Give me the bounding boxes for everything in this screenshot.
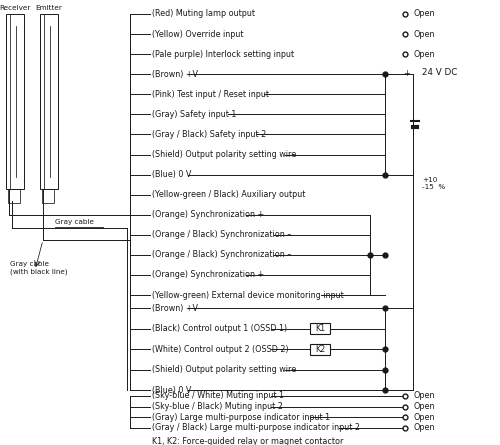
Bar: [310, 323, 330, 334]
Text: (White) Control output 2 (OSSD 2): (White) Control output 2 (OSSD 2): [152, 344, 288, 353]
Text: (Shield) Output polarity setting wire: (Shield) Output polarity setting wire: [152, 150, 296, 159]
Text: K1, K2: Force-guided relay or magnet contactor: K1, K2: Force-guided relay or magnet con…: [152, 437, 344, 445]
Text: (Sky-blue / Black) Muting input 2: (Sky-blue / Black) Muting input 2: [152, 402, 283, 411]
Text: +10
-15  %: +10 -15 %: [422, 177, 446, 190]
Text: Receiver: Receiver: [0, 5, 30, 11]
Text: (Blue) 0 V: (Blue) 0 V: [152, 385, 192, 395]
Text: (Orange / Black) Synchronization –: (Orange / Black) Synchronization –: [152, 251, 291, 259]
Text: (Yellow) Override input: (Yellow) Override input: [152, 29, 244, 39]
Text: (Pale purple) Interlock setting input: (Pale purple) Interlock setting input: [152, 50, 294, 59]
Text: (Shield) Output polarity setting wire: (Shield) Output polarity setting wire: [152, 365, 296, 374]
Text: Open: Open: [413, 402, 434, 411]
Text: (Red) Muting lamp output: (Red) Muting lamp output: [152, 9, 255, 19]
Text: Open: Open: [413, 392, 434, 401]
Text: Gray cable
(with black line): Gray cable (with black line): [10, 261, 68, 275]
Text: (Brown) +V: (Brown) +V: [152, 70, 198, 79]
Bar: [6, 14, 24, 189]
Text: (Gray) Safety input 1: (Gray) Safety input 1: [152, 110, 236, 119]
Text: (Gray / Black) Safety input 2: (Gray / Black) Safety input 2: [152, 130, 266, 139]
Text: (Gray) Large multi-purpose indicator input 1: (Gray) Large multi-purpose indicator inp…: [152, 413, 330, 422]
Text: Open: Open: [413, 413, 434, 422]
Text: Open: Open: [413, 424, 434, 433]
Text: Open: Open: [413, 9, 434, 19]
Text: −: −: [403, 171, 410, 180]
Text: Emitter: Emitter: [36, 5, 62, 11]
Text: Open: Open: [413, 50, 434, 59]
Bar: [310, 344, 330, 355]
Bar: [40, 14, 58, 189]
Text: (Yellow-green / Black) Auxiliary output: (Yellow-green / Black) Auxiliary output: [152, 190, 306, 199]
Text: (Blue) 0 V: (Blue) 0 V: [152, 170, 192, 179]
Text: (Orange / Black) Synchronization –: (Orange / Black) Synchronization –: [152, 230, 291, 239]
Text: Gray cable: Gray cable: [55, 219, 94, 225]
Text: K2: K2: [315, 344, 325, 353]
Text: (Sky-blue / White) Muting input 1: (Sky-blue / White) Muting input 1: [152, 392, 284, 401]
Text: +: +: [404, 69, 410, 78]
Bar: [42, 189, 54, 203]
Text: (Yellow-green) External device monitoring input: (Yellow-green) External device monitorin…: [152, 291, 344, 299]
Text: (Orange) Synchronization +: (Orange) Synchronization +: [152, 210, 264, 219]
Bar: [8, 189, 20, 203]
Text: (Brown) +V: (Brown) +V: [152, 303, 198, 312]
Text: (Orange) Synchronization +: (Orange) Synchronization +: [152, 271, 264, 279]
Text: (Black) Control output 1 (OSSD 1): (Black) Control output 1 (OSSD 1): [152, 324, 287, 333]
Text: (Gray / Black) Large multi-purpose indicator input 2: (Gray / Black) Large multi-purpose indic…: [152, 424, 360, 433]
Text: Open: Open: [413, 29, 434, 39]
Text: 24 V DC: 24 V DC: [422, 68, 458, 77]
Text: (Pink) Test input / Reset input: (Pink) Test input / Reset input: [152, 90, 269, 99]
Text: K1: K1: [315, 324, 325, 333]
